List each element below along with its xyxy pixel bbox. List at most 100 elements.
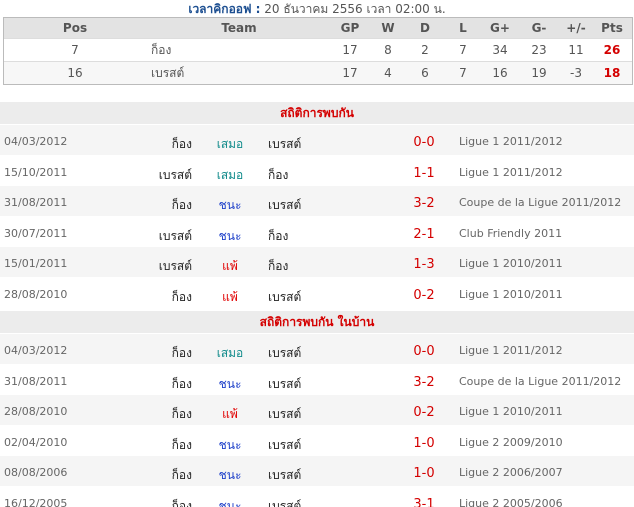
result: เสมอ [216, 137, 244, 151]
stat-cell: -3 [570, 66, 582, 80]
header-row: Pos Team GP W D L G+ G- +/- Pts [4, 18, 632, 38]
match-date: 04/03/2012 [4, 344, 68, 357]
match-date: 31/08/2011 [4, 196, 68, 210]
competition: Ligue 1 2010/2011 [459, 257, 563, 271]
match-date: 28/08/2010 [4, 288, 68, 301]
score: 1-3 [413, 257, 435, 273]
stat-cell: 16 [492, 66, 508, 80]
away-team: ก็อง [268, 228, 289, 243]
result: ชนะ [218, 468, 242, 483]
stat-cell: 17 [342, 43, 358, 57]
competition: Ligue 1 2010/2011 [459, 288, 563, 301]
home-team: ก็อง [171, 198, 192, 213]
competition: Ligue 2 2005/2006 [459, 497, 563, 507]
away-team: เบรสต์ [268, 290, 302, 304]
stat-cell: 17 [342, 66, 358, 80]
competition: Coupe de la Ligue 2011/2012 [459, 196, 622, 210]
match-date: 02/04/2010 [4, 435, 68, 449]
home-team: ก็อง [171, 468, 192, 483]
kickoff-text: 20 ธันวาคม 2556 เวลา 02:00 น. [264, 2, 446, 16]
score: 0-2 [413, 288, 435, 303]
kickoff-label: เวลาคิกออฟ : [188, 2, 261, 16]
result: เสมอ [216, 167, 244, 182]
competition: Coupe de la Ligue 2011/2012 [459, 374, 622, 388]
result: ชนะ [218, 437, 242, 452]
result: แพ้ [222, 290, 238, 304]
competition: Ligue 1 2011/2012 [459, 135, 563, 148]
column-header: G- [531, 21, 547, 35]
stat-cell: 16 [67, 66, 83, 80]
away-team: เบรสต์ [268, 468, 302, 483]
competition: Ligue 2 2009/2010 [459, 435, 563, 449]
home-team: ก็อง [171, 346, 192, 360]
stat-cell: 18 [603, 66, 621, 80]
standings-row: 16 เบรสต์ 17 4 6 7 16 19 -3 18 [4, 61, 632, 84]
stat-cell: 19 [531, 66, 547, 80]
competition: Ligue 1 2011/2012 [459, 165, 563, 179]
score: 3-2 [413, 196, 435, 212]
standings-row: 7 ก็อง 17 8 2 7 34 23 11 26 [4, 38, 632, 61]
score: 0-2 [413, 405, 435, 421]
result: ชนะ [218, 198, 242, 213]
match-date: 28/08/2010 [4, 405, 68, 419]
team-name: เบรสต์ [151, 65, 185, 80]
result: ชนะ [218, 499, 242, 507]
result: ชนะ [218, 228, 242, 243]
stat-cell: 8 [384, 43, 392, 57]
column-header: W [381, 21, 395, 35]
match-date: 15/01/2011 [4, 257, 68, 271]
result: แพ้ [222, 407, 238, 422]
column-header: GP [340, 21, 360, 35]
stat-cell: 4 [384, 66, 392, 80]
match-row: 28/08/2010 ก็อง แพ้ เบรสต์ 0-2 Ligue 1 2010/2… [0, 277, 634, 308]
match-date: 04/03/2012 [4, 135, 68, 148]
away-team: เบรสต์ [268, 407, 302, 422]
score: 0-0 [413, 135, 435, 150]
stat-cell: 2 [421, 43, 429, 57]
match-date: 31/08/2011 [4, 374, 68, 388]
home-team: เบรสต์ [158, 259, 192, 274]
score: 1-0 [413, 435, 435, 451]
score: 3-1 [413, 497, 435, 507]
home-team: เบรสต์ [158, 228, 192, 243]
stat-cell: 26 [603, 43, 621, 57]
match-row: 31/08/2011 ก็อง ชนะ เบรสต์ 3-2 Coupe de la Li… [0, 185, 634, 217]
match-date: 16/12/2005 [4, 497, 68, 507]
home-team: เบรสต์ [158, 167, 192, 182]
away-team: เบรสต์ [268, 137, 302, 151]
stat-cell: 23 [531, 43, 547, 57]
section-title: สถิติการพบกัน [0, 102, 634, 124]
score: 3-2 [413, 374, 435, 390]
match-row: 30/07/2011 เบรสต์ ชนะ ก็อง 2-1 Club Friendly … [0, 215, 634, 247]
away-team: เบรสต์ [268, 376, 302, 391]
match-date: 15/10/2011 [4, 165, 68, 179]
stat-cell: 7 [459, 43, 467, 57]
result: แพ้ [222, 259, 238, 274]
stat-cell: 34 [492, 43, 508, 57]
match-row: 15/10/2011 เบรสต์ เสมอ ก็อง 1-1 Ligue 1 2011/… [0, 154, 634, 186]
match-row: 31/08/2011 ก็อง ชนะ เบรสต์ 3-2 Coupe de la Li… [0, 363, 634, 395]
score: 1-0 [413, 466, 435, 482]
match-row: 15/01/2011 เบรสต์ แพ้ ก็อง 1-3 Ligue 1 2010/2… [0, 246, 634, 278]
competition: Ligue 1 2010/2011 [459, 405, 563, 419]
section-title: สถิติการพบกัน ในบ้าน [0, 311, 634, 333]
match-row: 04/03/2012 ก็อง เสมอ เบรสต์ 0-0 Ligue 1 2011/… [0, 333, 634, 364]
home-team: ก็อง [171, 137, 192, 151]
score: 1-1 [413, 165, 435, 181]
home-team: ก็อง [171, 437, 192, 452]
home-team: ก็อง [171, 376, 192, 391]
column-header: Team [221, 21, 257, 35]
column-header: Pts [601, 21, 623, 35]
competition: Club Friendly 2011 [459, 226, 563, 240]
home-team: ก็อง [171, 407, 192, 422]
away-team: ก็อง [268, 167, 289, 182]
match-date: 30/07/2011 [4, 226, 68, 240]
match-row: 02/04/2010 ก็อง ชนะ เบรสต์ 1-0 Ligue 2 2009/2… [0, 424, 634, 456]
match-row: 04/03/2012 ก็อง เสมอ เบรสต์ 0-0 Ligue 1 2011/… [0, 124, 634, 155]
home-team: ก็อง [171, 499, 192, 507]
result: เสมอ [216, 346, 244, 360]
score: 2-1 [413, 226, 435, 242]
match-row: 28/08/2010 ก็อง แพ้ เบรสต์ 0-2 Ligue 1 2010/2… [0, 394, 634, 426]
stat-cell: 7 [459, 66, 467, 80]
